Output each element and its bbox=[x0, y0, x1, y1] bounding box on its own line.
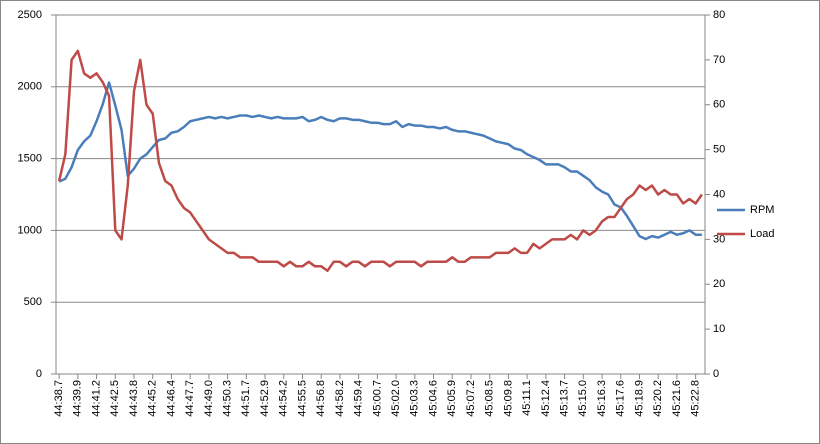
x-tick-label: 45:04.6 bbox=[427, 380, 439, 417]
y2-tick-label: 80 bbox=[713, 9, 725, 21]
y-tick-label: 1000 bbox=[18, 224, 42, 236]
x-tick-label: 44:49.0 bbox=[203, 380, 215, 417]
x-tick-label: 45:07.2 bbox=[465, 380, 477, 417]
y2-tick-label: 0 bbox=[713, 368, 719, 380]
y2-tick-label: 40 bbox=[713, 188, 725, 200]
x-tick-label: 44:42.5 bbox=[109, 380, 121, 417]
legend-label: Load bbox=[750, 228, 774, 240]
x-tick-label: 45:13.7 bbox=[558, 380, 570, 417]
y-tick-label: 2000 bbox=[18, 81, 42, 93]
x-tick-label: 45:00.7 bbox=[371, 380, 383, 417]
y2-tick-label: 10 bbox=[713, 323, 725, 335]
y2-tick-label: 50 bbox=[713, 144, 725, 156]
x-tick-label: 45:21.6 bbox=[671, 380, 683, 417]
x-tick-label: 45:05.9 bbox=[446, 380, 458, 417]
y-tick-label: 2500 bbox=[18, 9, 42, 21]
y-tick-label: 0 bbox=[36, 368, 42, 380]
y2-tick-label: 30 bbox=[713, 233, 725, 245]
x-tick-label: 45:15.0 bbox=[577, 380, 589, 417]
y2-tick-label: 20 bbox=[713, 278, 725, 290]
x-tick-label: 44:38.7 bbox=[53, 380, 65, 417]
x-tick-label: 44:45.2 bbox=[147, 380, 159, 417]
y-tick-label: 1500 bbox=[18, 153, 42, 165]
x-tick-label: 44:52.9 bbox=[259, 380, 271, 417]
x-tick-label: 45:11.1 bbox=[521, 380, 533, 416]
x-tick-label: 44:59.4 bbox=[353, 380, 365, 417]
x-tick-label: 44:46.4 bbox=[165, 380, 177, 417]
data-line bbox=[58, 81, 702, 241]
x-tick-label: 44:39.9 bbox=[72, 380, 84, 417]
x-tick-label: 45:03.3 bbox=[409, 380, 421, 417]
x-tick-label: 45:18.9 bbox=[633, 380, 645, 417]
x-tick-label: 44:50.3 bbox=[222, 380, 234, 417]
legend-label: RPM bbox=[750, 204, 774, 216]
x-tick-label: 45:12.4 bbox=[540, 380, 552, 417]
x-tick-label: 44:58.2 bbox=[334, 380, 346, 417]
x-tick-label: 45:17.6 bbox=[615, 380, 627, 417]
x-tick-label: 44:55.5 bbox=[296, 380, 308, 417]
x-tick-label: 44:41.2 bbox=[90, 380, 102, 417]
x-tick-label: 44:47.7 bbox=[184, 380, 196, 417]
x-tick-label: 44:54.2 bbox=[278, 380, 290, 417]
x-tick-label: 45:09.8 bbox=[502, 380, 514, 417]
x-tick-label: 44:56.8 bbox=[315, 380, 327, 417]
x-tick-label: 45:08.5 bbox=[484, 380, 496, 417]
x-tick-label: 45:22.8 bbox=[690, 380, 702, 417]
y2-tick-label: 70 bbox=[713, 54, 725, 66]
x-tick-label: 44:43.8 bbox=[128, 380, 140, 417]
x-tick-label: 45:16.3 bbox=[596, 380, 608, 417]
data-line bbox=[57, 49, 703, 273]
x-tick-label: 44:51.7 bbox=[240, 380, 252, 417]
y2-tick-label: 60 bbox=[713, 99, 725, 111]
x-tick-label: 45:20.2 bbox=[652, 380, 664, 417]
y-tick-label: 500 bbox=[24, 296, 42, 308]
x-tick-label: 45:02.0 bbox=[390, 380, 402, 417]
